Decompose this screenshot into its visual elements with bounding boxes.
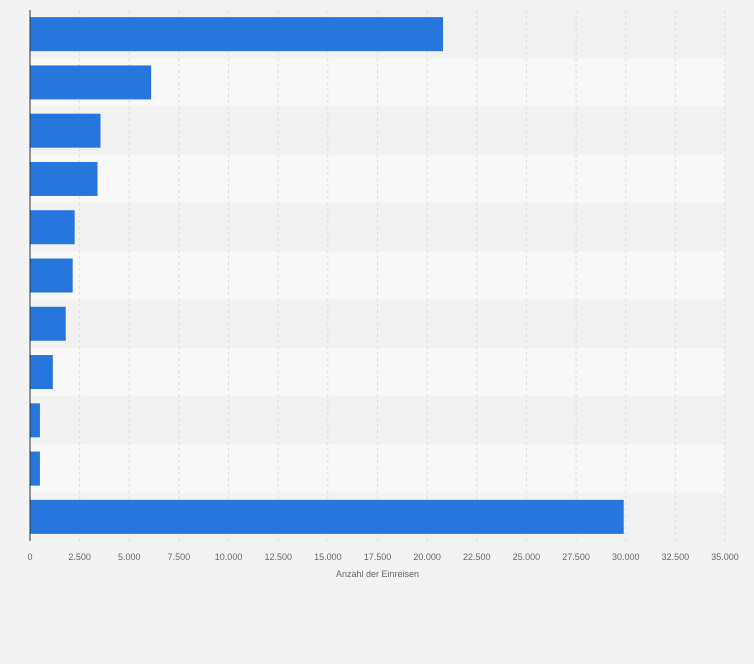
bar: [30, 306, 66, 341]
x-axis-label: Anzahl der Einreisen: [336, 569, 419, 579]
x-tick-label: 5.000: [118, 552, 141, 562]
x-tick-label: 25.000: [513, 552, 541, 562]
bars: [30, 17, 624, 534]
x-tick-label: 32.500: [662, 552, 690, 562]
x-tick-label: 2.500: [68, 552, 91, 562]
x-tick-label: 20.000: [413, 552, 441, 562]
x-tick-label: 27.500: [562, 552, 590, 562]
x-tick-label: 30.000: [612, 552, 640, 562]
bar: [30, 161, 98, 196]
bar: [30, 451, 40, 486]
x-tick-label: 0: [27, 552, 32, 562]
x-tick-label: 7.500: [168, 552, 191, 562]
bar: [30, 17, 444, 52]
x-tick-label: 12.500: [264, 552, 292, 562]
x-tick-label: 17.500: [364, 552, 392, 562]
bar: [30, 355, 53, 390]
bar: [30, 403, 40, 438]
bar: [30, 210, 75, 245]
bar: [30, 258, 73, 293]
bar: [30, 113, 101, 148]
x-tick-label: 10.000: [215, 552, 243, 562]
bar: [30, 65, 152, 100]
bar: [30, 499, 624, 534]
x-tick-labels: 0 2.500 5.000 7.500 10.000 12.500 15.000 17.500…: [27, 552, 738, 562]
x-tick-label: 35.000: [711, 552, 739, 562]
x-tick-label: 22.500: [463, 552, 491, 562]
gridlines: [79, 10, 726, 541]
x-tick-label: 15.000: [314, 552, 342, 562]
